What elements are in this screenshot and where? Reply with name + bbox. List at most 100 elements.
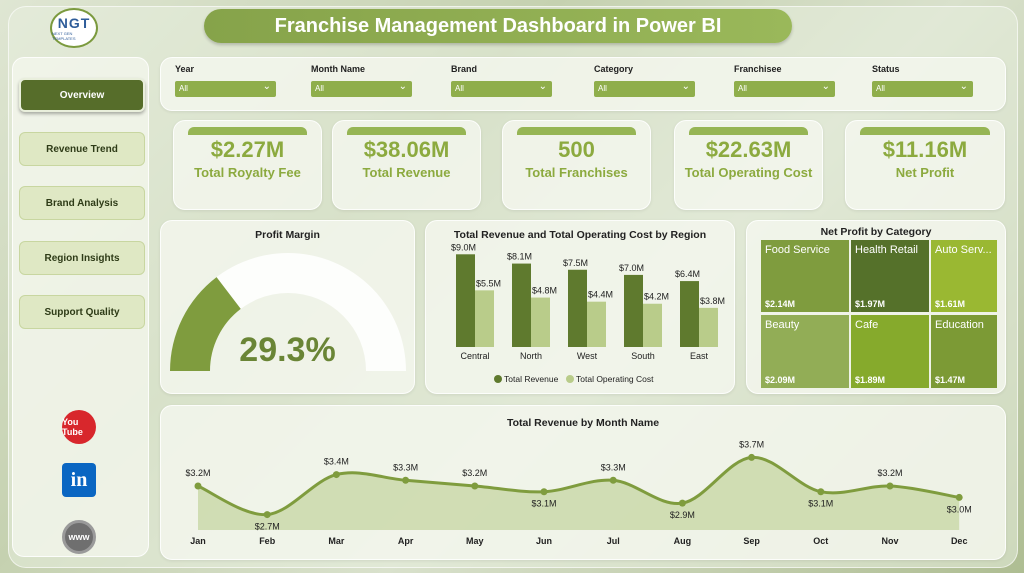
youtube-icon[interactable]: You Tube xyxy=(62,410,96,444)
filter-month-name: Month Name All ⌄ xyxy=(311,64,412,97)
linkedin-icon[interactable]: in xyxy=(62,463,96,497)
page-title: Franchise Management Dashboard in Power … xyxy=(204,9,792,43)
net-profit-category-title: Net Profit by Category xyxy=(820,226,932,238)
kpi-card: $2.27M Total Royalty Fee xyxy=(173,120,322,210)
bar-cost[interactable] xyxy=(643,303,662,347)
x-tick-label: Nov xyxy=(881,536,898,546)
x-tick-label: South xyxy=(631,351,655,361)
chevron-down-icon: ⌄ xyxy=(681,81,690,92)
nav-brand-analysis-button[interactable]: Brand Analysis xyxy=(19,186,145,220)
filter-dropdown[interactable]: All ⌄ xyxy=(594,81,695,97)
x-tick-label: Aug xyxy=(674,536,692,546)
kpi-label: Total Franchises xyxy=(525,165,628,180)
bar-cost[interactable] xyxy=(531,297,550,347)
x-tick-label: West xyxy=(577,351,598,361)
bar-cost[interactable] xyxy=(699,307,718,347)
nav-support-quality-button[interactable]: Support Quality xyxy=(19,295,145,329)
treemap-cell-value: $2.14M xyxy=(765,299,796,309)
treemap-cell-value: $2.09M xyxy=(765,375,796,385)
kpi-value: 500 xyxy=(558,137,595,162)
point-data-label: $3.7M xyxy=(739,439,764,449)
bar-data-label: $4.2M xyxy=(644,292,669,302)
globe-icon[interactable]: www xyxy=(62,520,96,554)
point-data-label: $3.1M xyxy=(808,499,833,509)
bar-data-label: $5.5M xyxy=(476,278,501,288)
treemap-cell-name: Education xyxy=(935,319,984,331)
x-tick-label: North xyxy=(520,351,542,361)
kpi-card: $38.06M Total Revenue xyxy=(332,120,481,210)
treemap-cell[interactable]: Beauty $2.09M xyxy=(761,315,849,388)
data-point[interactable] xyxy=(402,476,410,484)
data-point[interactable] xyxy=(332,471,340,479)
treemap-cell[interactable]: Food Service $2.14M xyxy=(761,240,849,312)
bar-cost[interactable] xyxy=(587,301,606,347)
kpi-card: $22.63M Total Operating Cost xyxy=(674,120,823,210)
kpi-value: $22.63M xyxy=(705,137,792,162)
bar-data-label: $8.1M xyxy=(507,252,532,262)
chevron-down-icon: ⌄ xyxy=(538,81,547,92)
filter-dropdown[interactable]: All ⌄ xyxy=(734,81,835,97)
bar-revenue[interactable] xyxy=(456,254,475,347)
treemap-cell[interactable]: Cafe $1.89M xyxy=(851,315,929,388)
x-tick-label: Central xyxy=(460,351,489,361)
point-data-label: $3.1M xyxy=(531,499,556,509)
treemap-cell[interactable]: Education $1.47M xyxy=(931,315,997,388)
data-point[interactable] xyxy=(886,482,894,490)
bar-revenue[interactable] xyxy=(568,269,587,347)
data-point[interactable] xyxy=(609,476,617,484)
kpi-card: 500 Total Franchises xyxy=(502,120,651,210)
data-point[interactable] xyxy=(678,499,686,507)
bar-data-label: $4.4M xyxy=(588,290,613,300)
treemap-cell[interactable]: Health Retail $1.97M xyxy=(851,240,929,312)
filter-category: Category All ⌄ xyxy=(594,64,695,97)
data-point[interactable] xyxy=(471,482,479,490)
filter-label: Brand xyxy=(451,64,478,74)
x-tick-label: Jun xyxy=(536,536,552,546)
x-tick-label: East xyxy=(690,351,709,361)
x-tick-label: Jul xyxy=(607,536,620,546)
bar-revenue[interactable] xyxy=(512,263,531,347)
x-tick-label: Apr xyxy=(398,536,414,546)
filter-dropdown[interactable]: All ⌄ xyxy=(872,81,973,97)
bar-data-label: $6.4M xyxy=(675,269,700,279)
nav-overview-button[interactable]: Overview xyxy=(19,78,145,112)
filter-dropdown[interactable]: All ⌄ xyxy=(451,81,552,97)
data-point[interactable] xyxy=(540,488,548,496)
x-tick-label: Feb xyxy=(259,536,276,546)
point-data-label: $3.0M xyxy=(947,504,972,514)
treemap-cell[interactable]: Auto Serv... $1.61M xyxy=(931,240,997,312)
data-point[interactable] xyxy=(748,453,756,461)
kpi-value: $38.06M xyxy=(363,137,450,162)
filter-value: All xyxy=(598,84,607,93)
x-tick-label: Sep xyxy=(743,536,760,546)
data-point[interactable] xyxy=(263,511,271,519)
bar-data-label: $7.0M xyxy=(619,263,644,273)
data-point[interactable] xyxy=(955,493,963,501)
x-tick-label: Jan xyxy=(190,536,206,546)
revenue-month-card: Total Revenue by Month Name $3.2M Jan $2.7… xyxy=(160,405,1006,560)
x-tick-label: Oct xyxy=(813,536,828,546)
treemap-cell-value: $1.89M xyxy=(855,375,886,385)
kpi-cap xyxy=(188,127,307,135)
filter-dropdown[interactable]: All ⌄ xyxy=(311,81,412,97)
treemap-cell-name: Cafe xyxy=(855,319,879,331)
area-fill xyxy=(198,457,960,530)
bar-revenue[interactable] xyxy=(680,281,699,347)
data-point[interactable] xyxy=(194,482,202,490)
profit-margin-value: 29.3% xyxy=(239,331,336,369)
kpi-card: $11.16M Net Profit xyxy=(845,120,1005,210)
x-tick-label: Mar xyxy=(328,536,345,546)
logo-text: NGT xyxy=(57,15,91,31)
filter-value: All xyxy=(315,84,324,93)
treemap-cell-name: Health Retail xyxy=(855,244,918,256)
nav-revenue-trend-button[interactable]: Revenue Trend xyxy=(19,132,145,166)
bar-revenue[interactable] xyxy=(624,274,643,347)
filter-dropdown[interactable]: All ⌄ xyxy=(175,81,276,97)
bar-cost[interactable] xyxy=(475,290,494,347)
filter-label: Status xyxy=(872,64,900,74)
data-point[interactable] xyxy=(817,488,825,496)
point-data-label: $3.3M xyxy=(601,462,626,472)
treemap-cell-value: $1.97M xyxy=(855,299,886,309)
nav-region-insights-button[interactable]: Region Insights xyxy=(19,241,145,275)
point-data-label: $3.2M xyxy=(185,468,210,478)
